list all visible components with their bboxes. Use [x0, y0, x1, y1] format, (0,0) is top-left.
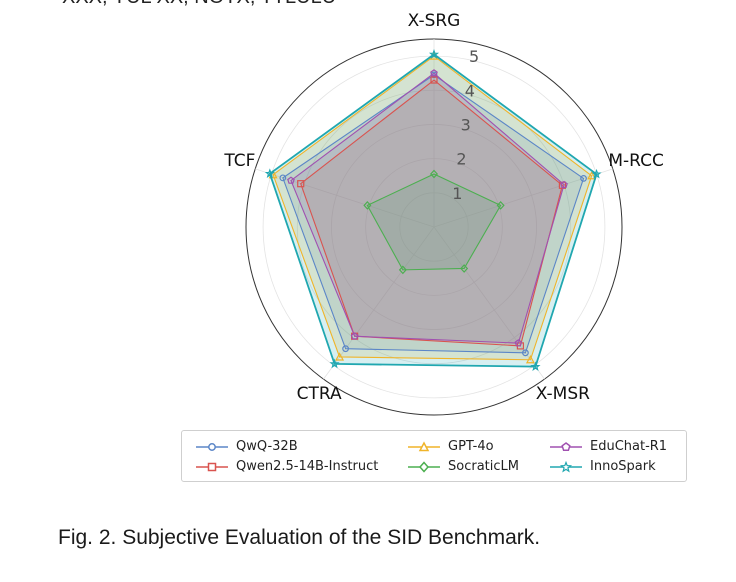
- data-point: [587, 171, 597, 180]
- data-point: [335, 352, 345, 361]
- series-line: [268, 53, 598, 368]
- data-point: [279, 174, 287, 182]
- figure-caption: Fig. 2. Subjective Evaluation of the SID…: [58, 526, 541, 549]
- legend-label: InnoSpark: [590, 459, 656, 474]
- data-point: [429, 169, 439, 179]
- data-point: [363, 200, 372, 210]
- radial-tick-label: 4: [465, 81, 475, 100]
- series-fill: [269, 54, 597, 367]
- radar-chart: 1 2 3 4 5 X-SRG M-RCC X-MSR CTRA TCF: [223, 11, 664, 416]
- series-fill: [290, 73, 565, 344]
- legend-item: Qwen2.5-14B-Instruct: [196, 459, 378, 474]
- radar-series: [264, 49, 602, 371]
- data-point: [522, 349, 529, 357]
- legend-marker-icon: [196, 442, 228, 451]
- legend-item: SocraticLM: [408, 459, 519, 474]
- data-point: [297, 180, 305, 188]
- legend-marker-icon: [408, 440, 440, 451]
- legend-item: GPT-4o: [408, 439, 494, 454]
- grid-spoke: [323, 226, 435, 380]
- data-point: [428, 49, 440, 59]
- series-line: [290, 72, 565, 344]
- axis-label: TCF: [223, 151, 255, 171]
- series-line: [272, 55, 593, 361]
- legend-item: QwQ-32B: [196, 439, 298, 454]
- data-point: [514, 339, 523, 347]
- data-point: [430, 69, 438, 77]
- data-point: [350, 332, 359, 340]
- radial-tick-label: 1: [452, 184, 462, 203]
- series-fill: [300, 80, 563, 346]
- legend-label: EduChat-R1: [590, 439, 668, 454]
- legend-label: Qwen2.5-14B-Instruct: [236, 459, 379, 474]
- cropped-header-text: XXX, YUL XX, NOTX, TTLULU: [62, 0, 336, 9]
- data-point: [329, 358, 340, 369]
- grid-spoke: [433, 226, 545, 380]
- axis-label: CTRA: [297, 384, 342, 404]
- data-point: [580, 175, 587, 182]
- data-point: [560, 180, 568, 189]
- series-line: [366, 173, 502, 271]
- data-point: [264, 168, 275, 178]
- data-point: [342, 345, 349, 353]
- axis-label: M-RCC: [608, 151, 664, 171]
- series-fill: [367, 174, 501, 270]
- axis-label: X-SRG: [408, 11, 461, 31]
- legend-marker-icon: [550, 441, 582, 451]
- data-point: [398, 265, 407, 275]
- series-line: [300, 79, 564, 347]
- data-point: [430, 76, 438, 84]
- axis-label: X-MSR: [536, 384, 590, 404]
- radial-tick-label: 2: [456, 150, 466, 169]
- legend-item: EduChat-R1: [550, 439, 667, 454]
- series-fill: [273, 56, 592, 360]
- chart-legend: QwQ-32B Qwen2.5-14B-Instruct GPT-4o Socr…: [181, 430, 687, 482]
- legend-label: QwQ-32B: [236, 439, 298, 454]
- radial-tick-label: 5: [469, 47, 479, 66]
- radial-tick-label: 3: [461, 115, 471, 134]
- legend-marker-icon: [196, 462, 228, 471]
- data-point: [287, 176, 295, 184]
- data-point: [530, 361, 541, 371]
- series-line: [282, 74, 585, 354]
- data-point: [591, 168, 602, 179]
- legend-marker-icon: [550, 460, 582, 473]
- radar-labels: 1 2 3 4 5 X-SRG M-RCC X-MSR CTRA TCF: [223, 11, 664, 404]
- data-point: [460, 264, 469, 273]
- data-point: [525, 354, 535, 364]
- legend-label: GPT-4o: [448, 439, 494, 454]
- legend-marker-icon: [408, 460, 440, 473]
- data-point: [496, 200, 505, 210]
- legend-label: SocraticLM: [448, 459, 519, 474]
- series-fill: [282, 74, 584, 353]
- legend-item: InnoSpark: [550, 459, 656, 474]
